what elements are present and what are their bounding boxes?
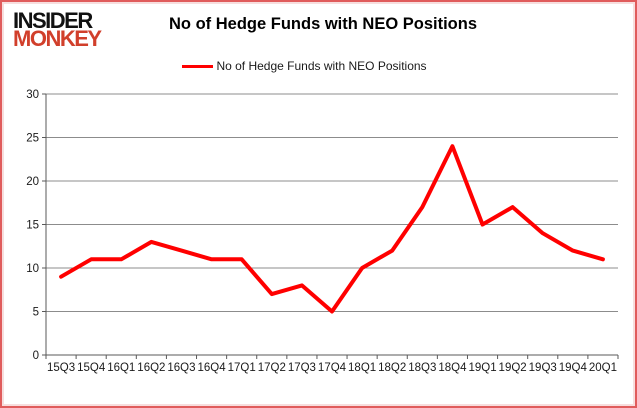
x-tick-label: 18Q2 (378, 362, 406, 374)
y-tick-label: 10 (26, 263, 39, 275)
insider-monkey-logo: INSIDER MONKEY (13, 8, 102, 52)
legend-line-swatch (182, 64, 214, 68)
y-tick-label: 0 (33, 350, 39, 362)
x-tick-label: 17Q1 (228, 362, 256, 374)
x-tick-label: 18Q3 (408, 362, 436, 374)
y-tick-label: 5 (33, 307, 39, 319)
legend-label: No of Hedge Funds with NEO Positions (216, 59, 427, 73)
x-tick-label: 16Q1 (107, 362, 135, 374)
y-tick-label: 15 (26, 220, 39, 232)
x-tick-label: 17Q4 (318, 362, 347, 374)
chart-title: No of Hedge Funds with NEO Positions (169, 15, 477, 33)
x-tick-label: 17Q2 (258, 362, 286, 374)
x-tick-label: 15Q4 (77, 362, 106, 374)
legend: No of Hedge Funds with NEO Positions (152, 58, 457, 74)
x-tick-label: 16Q2 (137, 362, 165, 374)
x-tick-label: 18Q1 (348, 362, 376, 374)
y-tick-label: 30 (26, 89, 39, 101)
x-tick-label: 19Q3 (529, 362, 557, 374)
series-line-neo-positions (59, 144, 605, 314)
logo-insider-text: INSIDER (13, 8, 93, 33)
x-tick-label: 20Q1 (589, 362, 617, 374)
x-tick-label: 19Q2 (499, 362, 527, 374)
y-tick-label: 20 (26, 176, 39, 188)
x-tick-label: 16Q4 (198, 362, 227, 374)
x-tick-label: 17Q3 (288, 362, 316, 374)
x-tick-label: 18Q4 (438, 362, 467, 374)
logo-monkey-text: MONKEY (13, 26, 102, 52)
x-tick-label: 15Q3 (47, 362, 75, 374)
y-tick-label: 25 (26, 133, 39, 145)
x-tick-label: 19Q1 (468, 362, 496, 374)
x-tick-label: 19Q4 (559, 362, 588, 374)
x-tick-label: 16Q3 (167, 362, 195, 374)
